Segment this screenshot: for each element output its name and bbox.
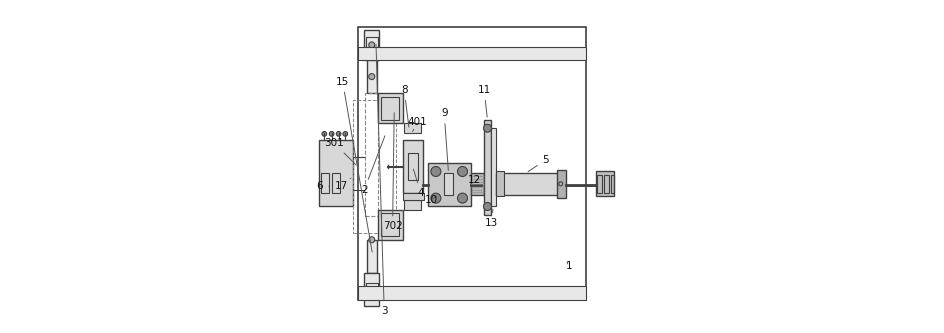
Text: 12: 12 [467, 175, 480, 185]
Circle shape [430, 166, 441, 176]
Text: 8: 8 [400, 85, 409, 127]
Text: 10: 10 [424, 195, 437, 205]
Text: 9: 9 [441, 108, 447, 170]
Bar [352, 100, 396, 233]
Circle shape [343, 132, 347, 136]
Text: 4: 4 [413, 169, 424, 198]
Text: 2: 2 [361, 136, 384, 195]
Bar [365, 93, 378, 216]
Circle shape [368, 42, 375, 48]
Bar [496, 173, 562, 195]
Bar [365, 283, 378, 300]
Circle shape [368, 288, 375, 294]
Bar [404, 123, 420, 133]
Bar [402, 140, 422, 193]
Bar [610, 175, 614, 193]
Bar [357, 27, 585, 300]
Circle shape [457, 193, 467, 203]
Circle shape [457, 166, 467, 176]
Text: 11: 11 [477, 85, 490, 117]
Circle shape [430, 193, 441, 203]
Bar [402, 193, 424, 200]
Bar [557, 170, 565, 198]
Text: 13: 13 [484, 209, 497, 228]
Bar [331, 173, 340, 193]
Bar [444, 173, 452, 195]
Circle shape [368, 74, 375, 80]
Circle shape [322, 132, 327, 136]
Text: 702: 702 [382, 113, 402, 231]
Circle shape [368, 237, 375, 243]
Bar [595, 171, 614, 196]
Bar [603, 175, 608, 193]
Bar [380, 213, 398, 236]
Bar [366, 60, 377, 93]
Bar [319, 140, 352, 206]
Circle shape [336, 132, 341, 136]
Bar [357, 47, 585, 60]
Text: 15: 15 [336, 77, 372, 252]
Bar [380, 97, 398, 120]
Bar [404, 200, 420, 210]
Text: 301: 301 [324, 138, 355, 165]
Bar [490, 128, 496, 206]
Bar [321, 173, 329, 193]
Text: 17: 17 [334, 178, 350, 191]
Bar [378, 93, 402, 123]
Circle shape [483, 202, 491, 210]
Text: 401: 401 [407, 117, 427, 132]
Bar [366, 240, 377, 273]
Bar [363, 273, 379, 306]
Bar [470, 173, 483, 195]
Bar [363, 30, 379, 60]
Circle shape [329, 132, 333, 136]
Bar [496, 171, 503, 196]
Bar [483, 120, 490, 215]
Bar [427, 163, 470, 206]
Bar [378, 210, 402, 240]
Text: 1: 1 [565, 261, 572, 271]
Text: 3: 3 [376, 44, 387, 316]
Bar [597, 175, 601, 193]
Bar [357, 286, 585, 300]
Text: 6: 6 [316, 181, 329, 191]
Circle shape [483, 124, 491, 132]
Bar [365, 37, 378, 53]
Bar [407, 153, 417, 180]
Text: 5: 5 [528, 155, 548, 171]
